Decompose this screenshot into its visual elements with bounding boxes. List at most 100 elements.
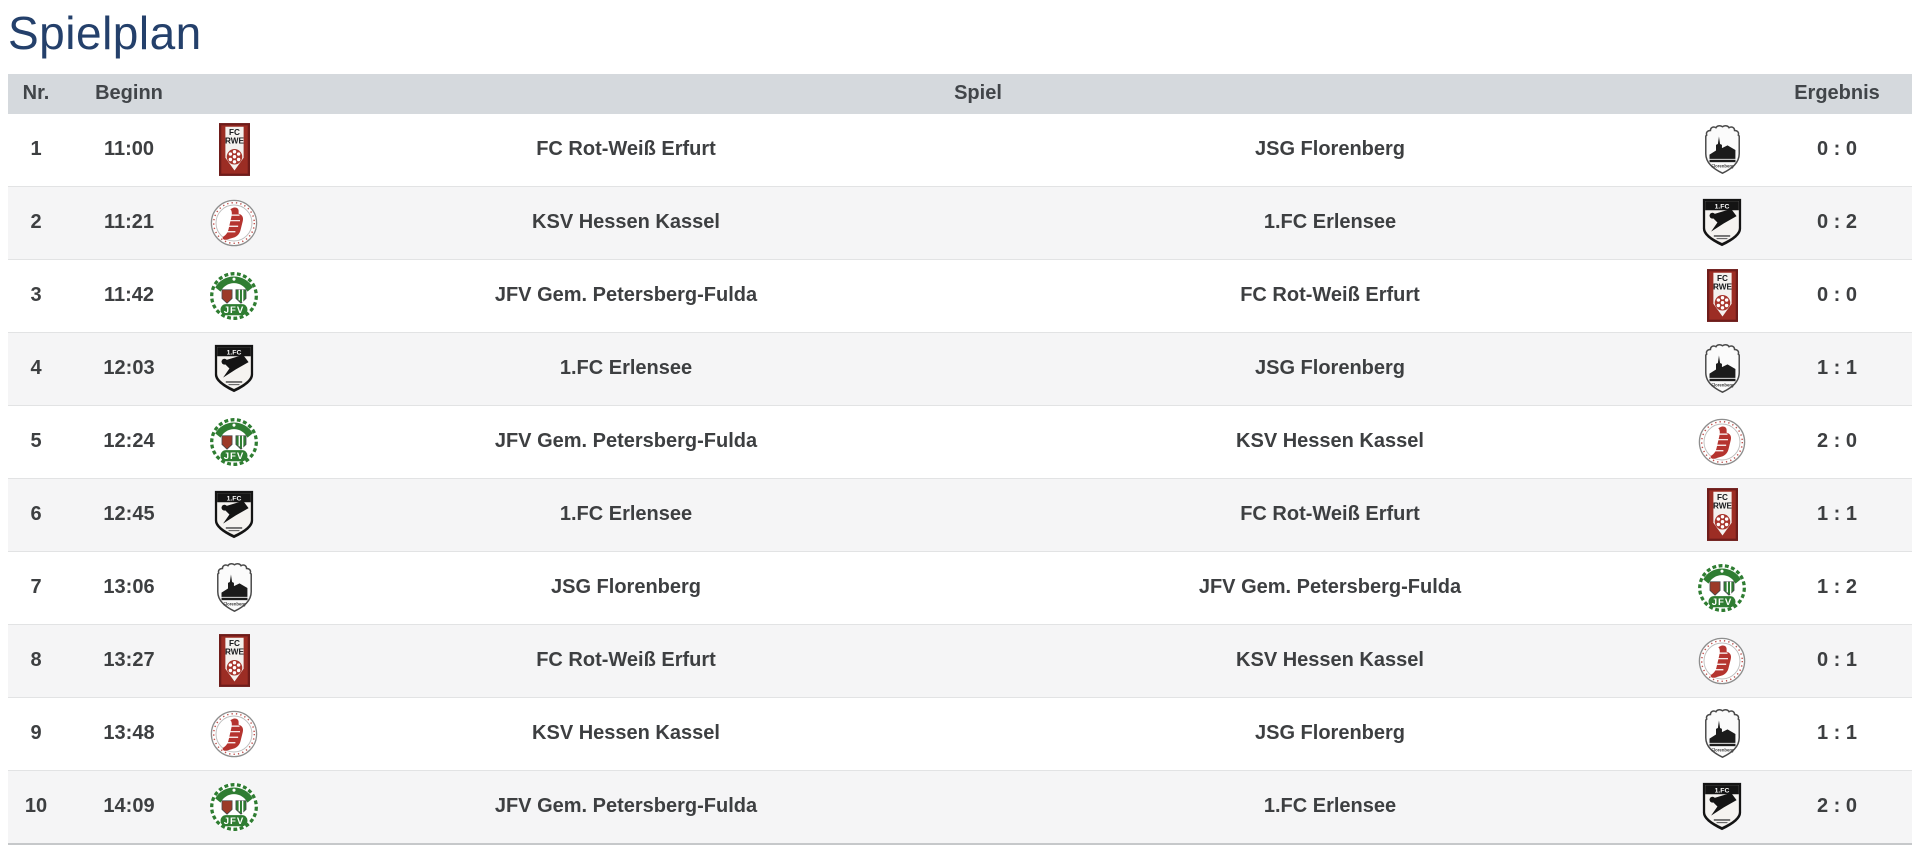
ksv-hessen-kassel-crest-icon [1698,418,1746,466]
match-result: 2 : 0 [1816,795,1858,818]
fc-erlensee-crest-icon: 1.FC [1702,199,1742,247]
home-team-name: 1.FC Erlensee [559,503,693,526]
home-team-name: JFV Gem. Petersberg-Fulda [494,430,758,453]
svg-text:1.FC: 1.FC [1715,204,1730,211]
jsg-florenberg-crest-icon: Florenberg [1704,708,1740,758]
match-time: 12:45 [103,503,155,526]
away-team-logo-fc-rot-weiss-erfurt: FC RWE [1682,260,1762,332]
match-row: 1 11:00 FC RWE FC Rot-Weiß Erfurt JSG Flo… [8,113,1912,186]
match-row: 2 11:21 KSV Hessen Kassel 1.FC Erlensee … [8,185,1912,259]
match-number: 10 [24,795,48,818]
svg-text:Florenberg: Florenberg [1711,163,1734,168]
home-team-name: JFV Gem. Petersberg-Fulda [494,795,758,818]
away-team-logo-1-fc-erlensee: 1.FC [1682,187,1762,259]
fc-erlensee-crest-icon: 1.FC [214,491,254,539]
away-team-logo-fc-rot-weiss-erfurt: FC RWE [1682,479,1762,551]
away-team-logo-1-fc-erlensee: 1.FC [1682,771,1762,843]
away-team-name: 1.FC Erlensee [1263,795,1397,818]
match-result: 0 : 0 [1816,284,1858,307]
match-result: 0 : 1 [1816,649,1858,672]
match-number: 8 [30,649,42,672]
header-beginn: Beginn [95,82,163,105]
svg-text:FC: FC [229,128,240,137]
ksv-hessen-kassel-crest-icon [210,199,258,247]
match-result: 1 : 1 [1816,722,1858,745]
match-number: 7 [30,576,42,599]
svg-text:RWE: RWE [225,648,244,657]
home-team-name: 1.FC Erlensee [559,357,693,380]
match-result: 1 : 1 [1816,357,1858,380]
match-time: 14:09 [103,795,155,818]
away-team-name: JSG Florenberg [1254,722,1406,745]
match-time: 11:42 [103,284,155,307]
home-team-logo-jfv-gem-petersberg-fulda: JFV [194,771,274,843]
match-row: 10 14:09 JFV JFV Gem. Petersberg-Fulda 1… [8,769,1912,843]
match-number: 9 [30,722,42,745]
home-team-logo-jfv-gem-petersberg-fulda: JFV [194,260,274,332]
home-team-name: FC Rot-Weiß Erfurt [536,649,716,672]
table-header: Nr. Beginn Spiel Ergebnis [8,73,1912,114]
home-team-name: FC Rot-Weiß Erfurt [536,138,716,161]
home-team-logo-fc-rot-weiss-erfurt: FC RWE [194,114,274,186]
match-number: 3 [30,284,42,307]
away-team-logo-jsg-florenberg: Florenberg [1682,114,1762,186]
svg-text:JFV: JFV [224,305,245,316]
svg-text:JFV: JFV [224,451,245,462]
away-team-logo-ksv-hessen-kassel [1682,625,1762,697]
svg-text:RWE: RWE [1713,502,1732,511]
away-team-logo-jsg-florenberg: Florenberg [1682,333,1762,405]
svg-text:Florenberg: Florenberg [1711,382,1734,387]
match-time: 12:03 [103,357,155,380]
home-team-logo-1-fc-erlensee: 1.FC [194,479,274,551]
svg-text:1.FC: 1.FC [227,350,242,357]
home-team-logo-jfv-gem-petersberg-fulda: JFV [194,406,274,478]
jsg-florenberg-crest-icon: Florenberg [216,562,252,612]
header-nr: Nr. [22,82,50,105]
match-row: 4 12:03 1.FC 1.FC Erlensee JSG Florenber… [8,331,1912,405]
match-result: 1 : 1 [1816,503,1858,526]
match-number: 6 [30,503,42,526]
svg-text:RWE: RWE [1713,283,1732,292]
match-row: 8 13:27 FC RWE FC Rot-Weiß Erfurt KSV Hes… [8,623,1912,697]
match-row: 9 13:48 KSV Hessen Kassel JSG Florenberg… [8,696,1912,770]
away-team-name: JFV Gem. Petersberg-Fulda [1198,576,1462,599]
svg-text:Florenberg: Florenberg [223,601,246,606]
match-row: 7 13:06 Florenberg JSG Florenberg JFV Ge… [8,550,1912,624]
away-team-name: KSV Hessen Kassel [1236,649,1424,672]
match-number: 1 [30,138,42,161]
ksv-hessen-kassel-crest-icon [210,710,258,758]
jfv-petersberg-fulda-crest-icon: JFV [209,782,259,831]
away-team-name: 1.FC Erlensee [1263,211,1397,234]
fc-erlensee-crest-icon: 1.FC [214,345,254,393]
home-team-name: JSG Florenberg [550,576,702,599]
match-number: 2 [30,211,42,234]
home-team-name: KSV Hessen Kassel [532,722,720,745]
match-result: 2 : 0 [1816,430,1858,453]
away-team-name: FC Rot-Weiß Erfurt [1240,284,1420,307]
match-row: 6 12:45 1.FC 1.FC Erlensee FC Rot-Weiß E… [8,477,1912,551]
svg-text:FC: FC [1717,493,1728,502]
home-team-name: KSV Hessen Kassel [532,211,720,234]
jfv-petersberg-fulda-crest-icon: JFV [1697,563,1747,612]
svg-text:RWE: RWE [225,137,244,146]
match-time: 12:24 [103,430,155,453]
svg-text:JFV: JFV [224,816,245,827]
header-spiel: Spiel [954,82,1002,105]
fc-erlensee-crest-icon: 1.FC [1702,783,1742,831]
page-title: Spielplan [8,7,202,59]
ksv-hessen-kassel-crest-icon [1698,637,1746,685]
match-time: 11:00 [103,138,155,161]
match-time: 11:21 [103,211,155,234]
away-team-name: JSG Florenberg [1254,138,1406,161]
match-time: 13:48 [103,722,155,745]
jsg-florenberg-crest-icon: Florenberg [1704,343,1740,393]
match-number: 4 [30,357,42,380]
table-body: 1 11:00 FC RWE FC Rot-Weiß Erfurt JSG Flo… [8,113,1912,845]
svg-text:JFV: JFV [1712,597,1733,608]
away-team-name: JSG Florenberg [1254,357,1406,380]
home-team-logo-1-fc-erlensee: 1.FC [194,333,274,405]
